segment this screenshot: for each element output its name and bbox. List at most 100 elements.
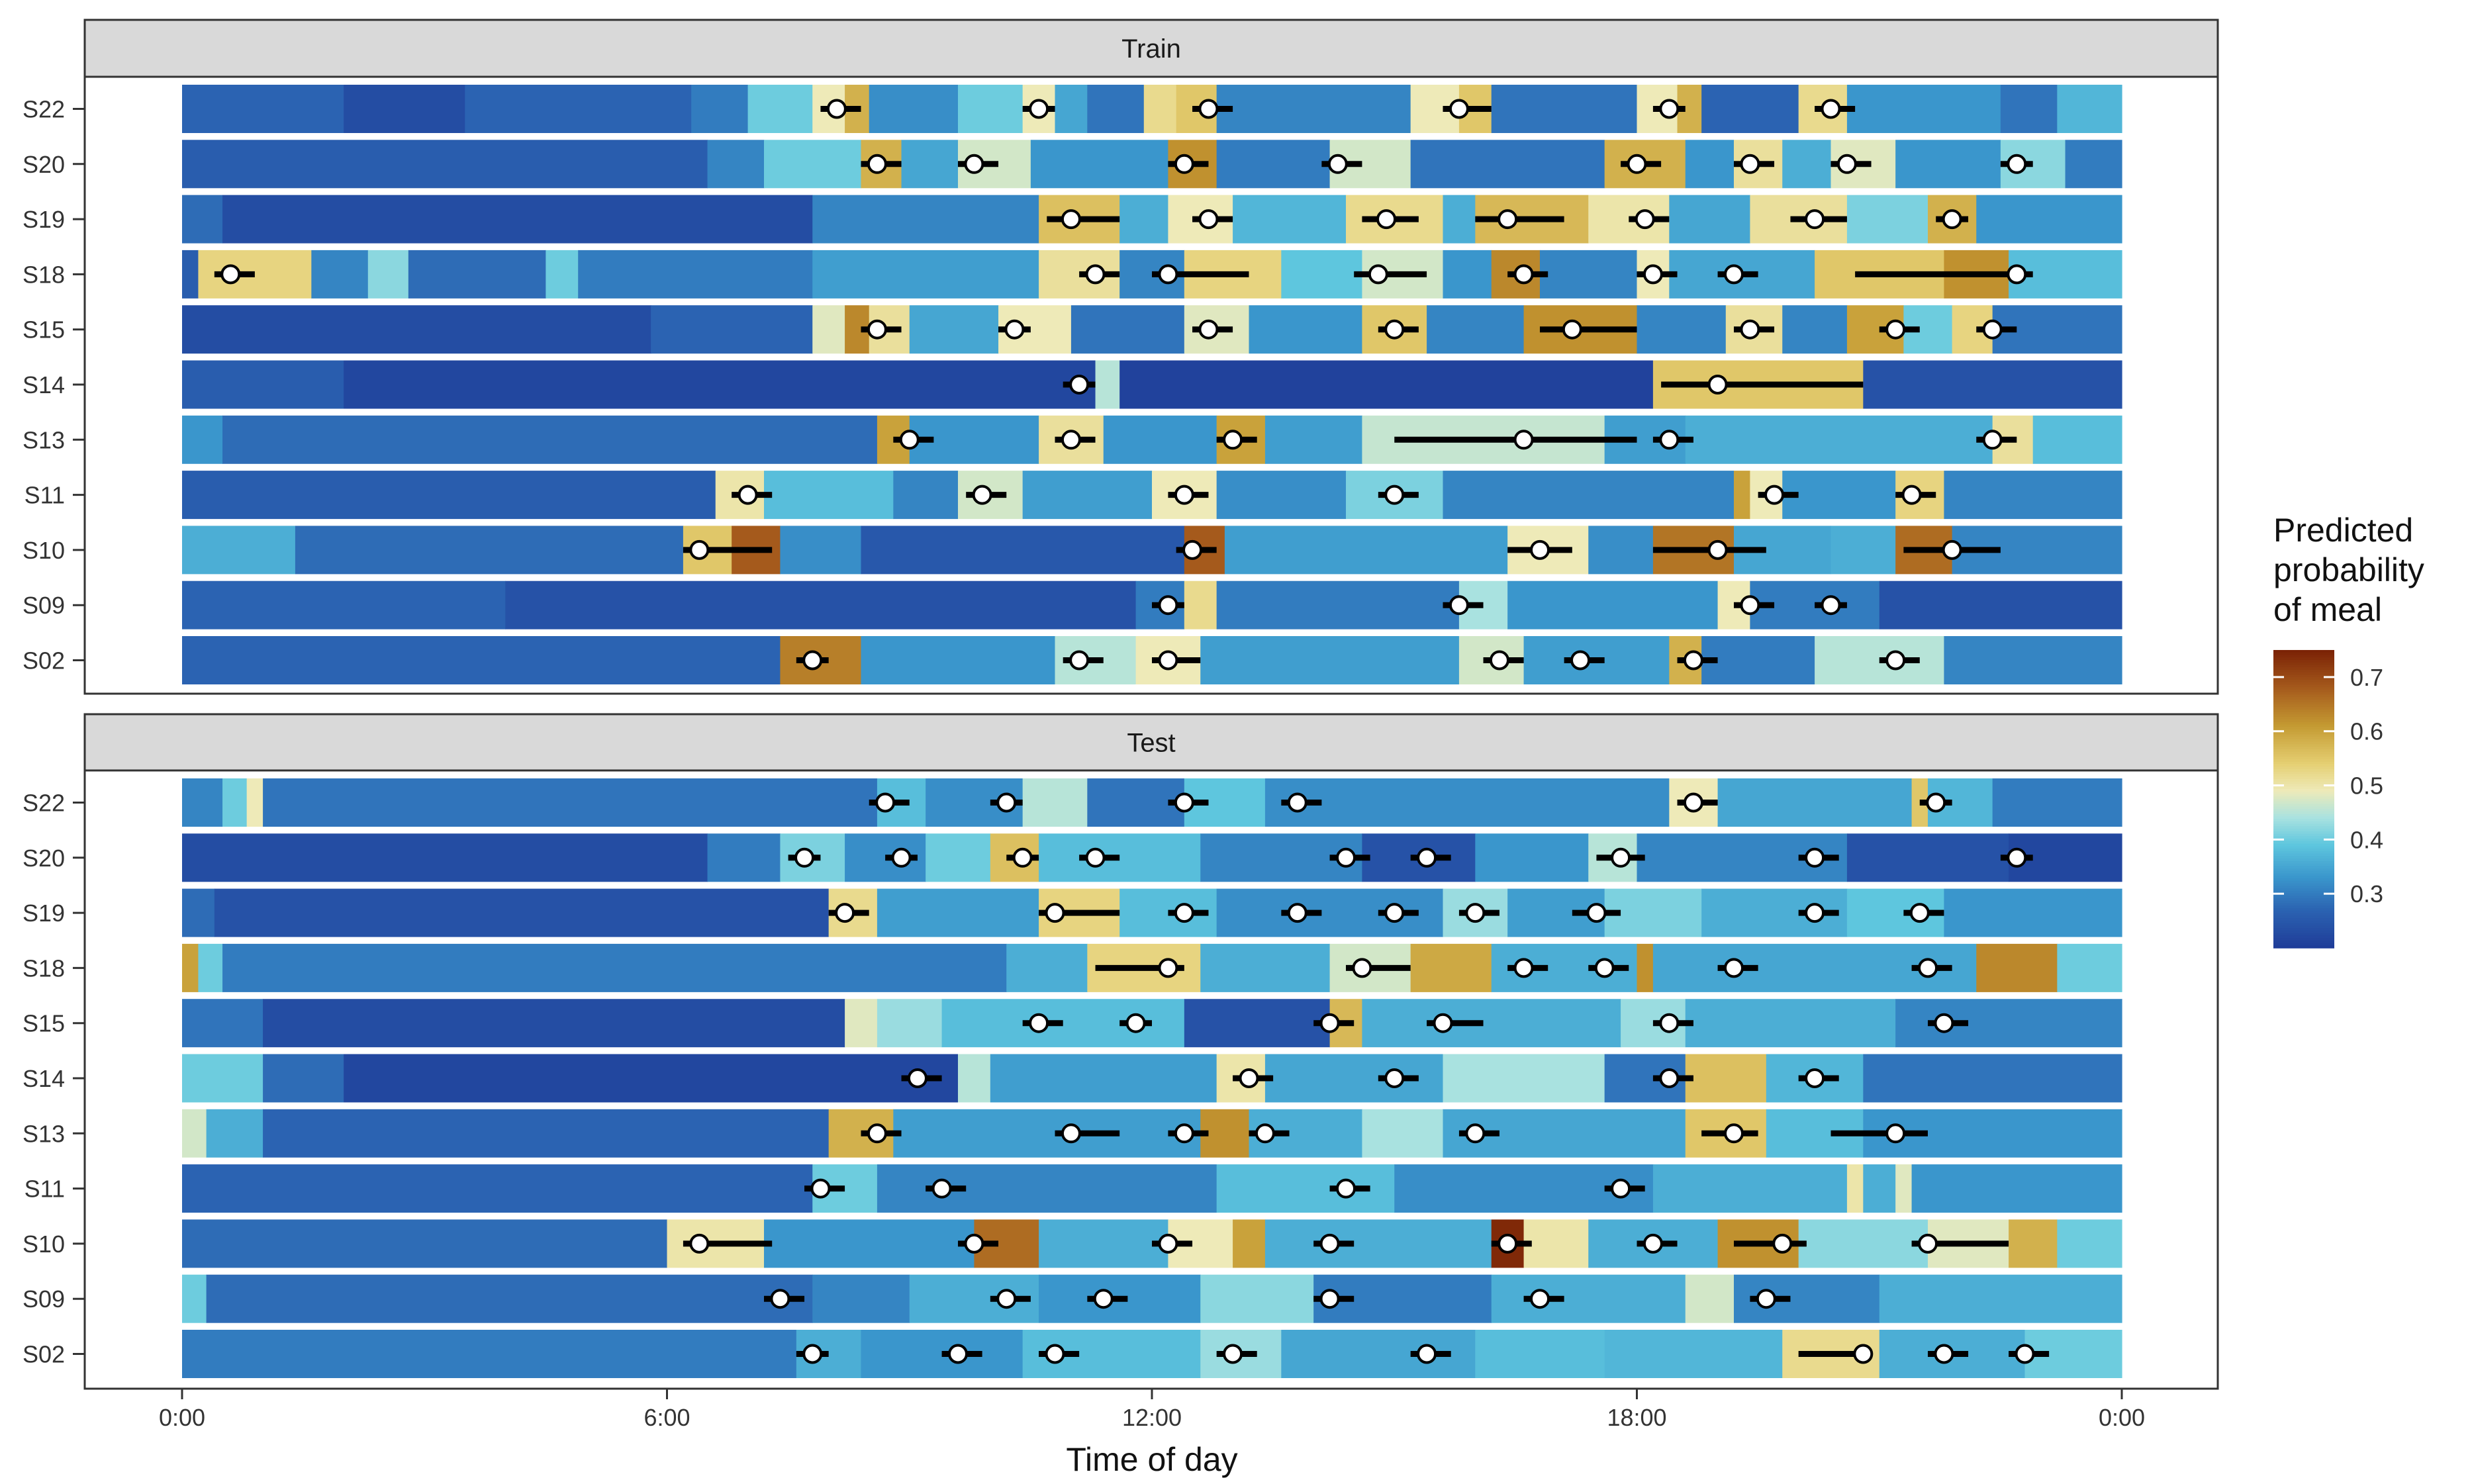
legend-tick-label: 0.6 <box>2350 718 2383 745</box>
heat-cell <box>1588 526 1654 575</box>
meal-point <box>1942 209 1962 230</box>
subject-row-s14: S14 <box>23 360 2122 409</box>
legend-colorbar-slice <box>2273 739 2334 743</box>
heat-cell <box>182 85 344 133</box>
legend-colorbar-slice <box>2273 883 2334 887</box>
subject-row-s11: S11 <box>24 1164 2122 1213</box>
heat-cell <box>958 85 1023 133</box>
legend-colorbar-slice <box>2273 880 2334 884</box>
legend-colorbar-slice <box>2273 660 2334 663</box>
meal-point <box>1740 319 1760 340</box>
legend-colorbar-slice <box>2273 918 2334 921</box>
heat-cell <box>1944 471 2122 520</box>
heat-cell <box>1224 526 1508 575</box>
meal-point <box>1376 209 1397 230</box>
meal-point <box>964 1233 984 1254</box>
meal-point <box>1772 1233 1793 1254</box>
heat-cell <box>1782 305 1848 354</box>
panel-test: Test S22 S20 S19 S18 S15 S14 S13 S11 S10 S09 S02 <box>23 713 2219 1390</box>
meal-point <box>689 1233 710 1254</box>
meal-point <box>1707 375 1728 394</box>
legend-colorbar-slice <box>2273 836 2334 839</box>
heat-cell <box>1443 195 1476 244</box>
heat-cell <box>1143 85 1177 133</box>
legend-colorbar-slice <box>2273 886 2334 889</box>
legend-colorbar-slice <box>2273 890 2334 894</box>
heat-cell <box>1895 140 2001 189</box>
heat-cell <box>367 250 409 299</box>
heat-cell <box>1427 305 1525 354</box>
legend-tick-label: 0.5 <box>2350 772 2383 800</box>
heat-cell <box>182 360 344 409</box>
heat-cell <box>1443 471 1735 520</box>
legend-colorbar-slice <box>2273 903 2334 907</box>
legend-colorbar-slice <box>2273 751 2334 755</box>
heat-cell <box>893 1109 1201 1158</box>
meal-point <box>964 154 984 174</box>
meal-point <box>1885 650 1906 671</box>
meal-point <box>1611 847 1631 868</box>
heat-cell <box>901 140 959 189</box>
meal-point <box>835 903 855 923</box>
heat-cell <box>1491 85 1638 133</box>
heat-cell <box>1944 888 2122 937</box>
meal-point <box>899 430 920 450</box>
meal-point <box>1642 264 1663 285</box>
meal-point <box>1659 430 1680 450</box>
heat-cell <box>222 195 813 244</box>
legend-colorbar-slice <box>2273 851 2334 855</box>
meal-point <box>689 539 710 560</box>
legend-colorbar-slice <box>2273 712 2334 716</box>
heat-cell <box>2032 415 2122 464</box>
heat-cell <box>812 305 845 354</box>
heat-cell <box>344 1054 959 1103</box>
meal-point <box>1319 1233 1340 1254</box>
heat-cell <box>1846 1164 1864 1213</box>
x-tick-label: 18:00 <box>1607 1404 1666 1431</box>
heat-cell <box>1233 195 1347 244</box>
legend-colorbar-slice <box>2273 655 2334 659</box>
legend-colorbar-slice <box>2273 816 2334 819</box>
heat-cell <box>1863 1164 1896 1213</box>
meal-point <box>1045 903 1065 923</box>
heat-cell <box>1798 1219 1928 1268</box>
y-tick-label: S18 <box>23 954 65 982</box>
heat-cell <box>182 943 199 992</box>
legend-colorbar-slice <box>2273 910 2334 914</box>
subject-row-s15: S15 <box>23 999 2122 1048</box>
heat-cell <box>1281 250 1363 299</box>
meal-point <box>1198 319 1219 340</box>
subject-row-s22: S22 <box>23 778 2122 827</box>
heat-cell <box>1362 1109 1444 1158</box>
legend-colorbar-slice <box>2273 744 2334 748</box>
meal-point <box>1707 539 1728 560</box>
heat-cell <box>311 250 369 299</box>
meal-point <box>1384 1068 1405 1088</box>
panel-title: Train <box>1121 34 1181 64</box>
legend-colorbar-slice <box>2273 900 2334 904</box>
meal-point <box>867 154 887 174</box>
y-tick-label: S19 <box>23 206 65 233</box>
meal-point <box>1223 430 1243 450</box>
meal-point <box>1158 650 1178 671</box>
meal-point <box>1069 650 1090 671</box>
meal-point <box>1004 319 1025 340</box>
legend-colorbar-slice <box>2273 657 2334 661</box>
subject-row-s09: S09 <box>23 580 2122 629</box>
legend-colorbar-slice <box>2273 804 2334 808</box>
meal-point <box>1805 1068 1825 1088</box>
y-tick-label: S13 <box>23 1120 65 1147</box>
legend-colorbar-slice <box>2273 764 2334 768</box>
heat-cell <box>246 778 263 827</box>
meal-point <box>1239 1068 1259 1088</box>
heat-cell <box>182 195 223 244</box>
legend-colorbar-slice <box>2273 801 2334 805</box>
meal-point <box>1635 209 1655 230</box>
meal-point <box>1174 485 1194 505</box>
heat-cell <box>1782 140 1832 189</box>
legend-title: of meal <box>2273 591 2382 628</box>
legend-colorbar-slice <box>2273 697 2334 700</box>
heat-cell <box>812 195 1039 244</box>
meal-point <box>802 650 823 671</box>
